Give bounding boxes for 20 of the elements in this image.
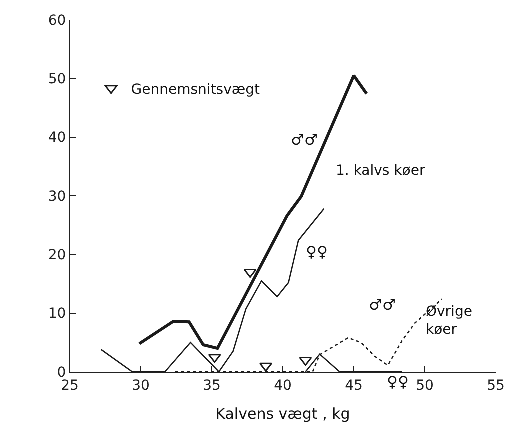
x-tick-label: 55	[487, 378, 505, 394]
series-label: ♀♀	[387, 373, 409, 391]
y-tick-label: 50	[48, 72, 66, 88]
x-tick-label: 50	[416, 378, 434, 394]
y-tick-label: 20	[48, 248, 66, 264]
y-tick-label: 30	[48, 188, 66, 205]
series-label: ♀♀	[306, 243, 328, 261]
y-tick-label: 40	[48, 130, 66, 146]
series-label: ♂♂	[369, 296, 396, 314]
series-label: ♂♂	[291, 131, 318, 149]
y-tick-label: 60	[48, 12, 66, 29]
annotation: Øvrige køer	[426, 304, 472, 338]
x-tick-label: 35	[203, 378, 221, 394]
annotation: 1. kalvs køer	[336, 163, 426, 179]
x-tick-label: 40	[274, 378, 292, 394]
legend-label: Gennemsnitsvægt	[131, 82, 261, 98]
x-axis-title: Kalvens vægt , kg	[216, 404, 350, 423]
x-tick-label: 45	[345, 378, 363, 394]
y-tick-label: 10	[48, 306, 66, 322]
x-tick-label: 30	[132, 378, 150, 394]
